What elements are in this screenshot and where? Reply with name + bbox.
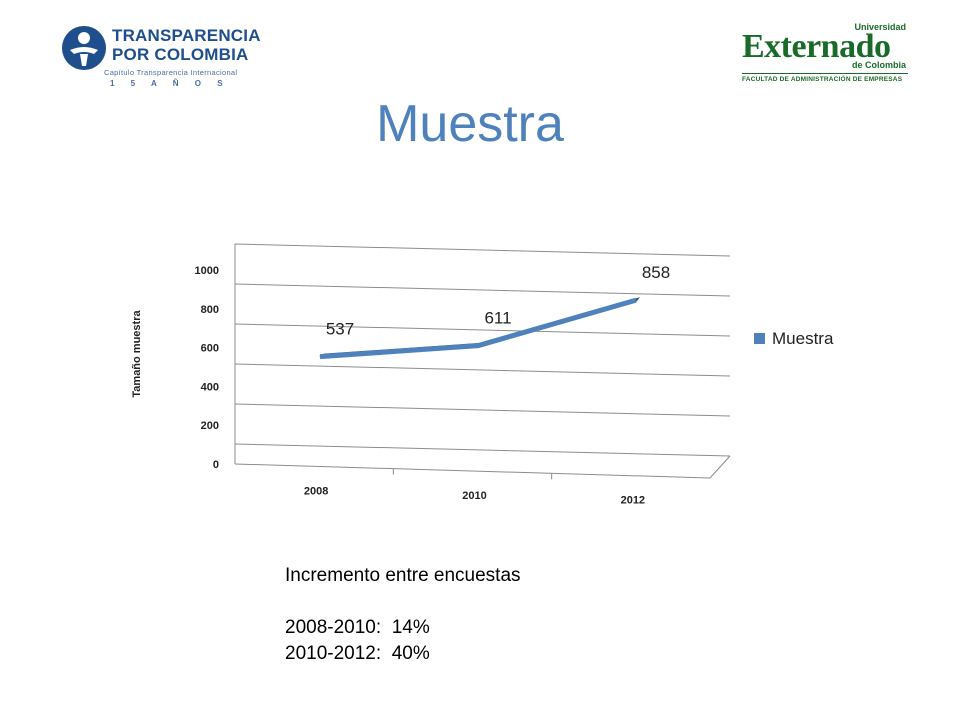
y-axis-label: Tamaño muestra (131, 310, 143, 398)
externado-logo-top: Universidad (854, 22, 906, 32)
data-point-2008 (319, 356, 321, 358)
x-axis-ticks: 2008 2010 2012 (304, 468, 645, 507)
transparencia-logo-name: TRANSPARENCIA POR COLOMBIA (112, 26, 261, 64)
data-labels: 537 611 858 (326, 263, 670, 339)
legend-label: Muestra (772, 329, 834, 348)
floor-right-edge (709, 455, 731, 479)
externado-logo-place: de Colombia (851, 60, 906, 70)
series-ribbon (320, 297, 640, 359)
increment-notes: Incremento entre encuestas 2008-2010: 14… (285, 563, 521, 667)
externado-logo: Universidad Externado de Colombia FACULT… (740, 20, 912, 92)
gridline-800 (234, 283, 731, 297)
gridline-600 (234, 323, 731, 337)
data-label-2008: 537 (326, 320, 354, 339)
chart-axes (234, 244, 731, 479)
externado-logo-name: Externado (742, 28, 891, 65)
y-tick-label: 800 (201, 304, 219, 316)
y-axis-ticks: 0 200 400 600 800 1000 (195, 265, 219, 471)
data-label-2012: 858 (642, 263, 670, 282)
x-tick-label: 2008 (304, 485, 328, 497)
gridline-0 (234, 443, 731, 457)
data-label-2010: 611 (484, 309, 511, 328)
y-tick-label: 0 (213, 459, 219, 471)
transparencia-emblem-icon (62, 26, 106, 70)
y-tick-label: 1000 (195, 265, 219, 277)
x-tick-label: 2010 (462, 490, 486, 502)
notes-heading: Incremento entre encuestas (285, 565, 521, 586)
externado-logo-faculty: FACULTAD DE ADMINISTRACIÓN DE EMPRESAS (742, 76, 903, 83)
legend-swatch (754, 333, 765, 344)
gridline-200 (234, 403, 731, 417)
y-tick-label: 200 (201, 420, 219, 432)
chart-legend: Muestra (754, 329, 834, 348)
page-title: Muestra (376, 95, 564, 153)
transparencia-logo-years: 1 5 A Ñ O S (110, 79, 230, 88)
series-muestra (319, 297, 640, 360)
gridline-400 (234, 363, 731, 377)
notes-line-2010-2012: 2010-2012: 40% (285, 643, 430, 664)
transparencia-logo: TRANSPARENCIA POR COLOMBIA Capítulo Tran… (60, 20, 270, 92)
x-tick-label: 2012 (621, 495, 645, 507)
notes-line-2008-2010: 2008-2010: 14% (285, 617, 430, 638)
data-point-2012 (635, 299, 637, 301)
gridline-1000 (234, 243, 731, 257)
transparencia-logo-subtitle: Capítulo Transparencia Internacional (104, 68, 238, 77)
data-point-2010 (477, 345, 479, 347)
y-tick-label: 400 (201, 381, 219, 393)
x-axis-line (234, 463, 711, 479)
externado-logo-rule (742, 73, 908, 74)
series-line (319, 297, 637, 360)
sample-size-chart: 0 200 400 600 800 1000 2008 2010 2012 537 611 858… (131, 243, 834, 507)
y-tick-label: 600 (201, 343, 219, 355)
